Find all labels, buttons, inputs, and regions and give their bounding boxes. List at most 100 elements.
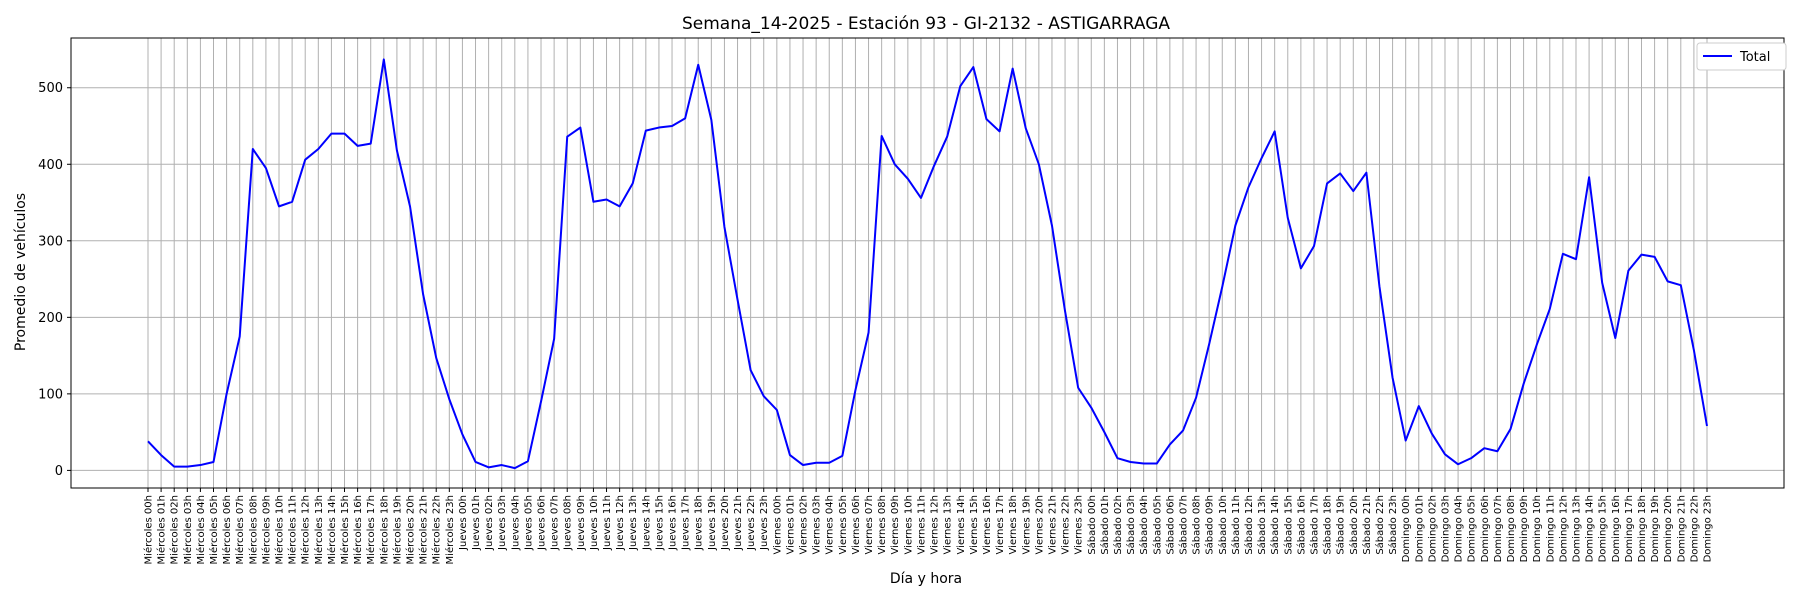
x-tick-label: Sábado 20h bbox=[1348, 495, 1360, 555]
x-tick-label: Jueves 22h bbox=[746, 495, 757, 551]
y-tick-label: 500 bbox=[38, 81, 63, 96]
plot-frame bbox=[70, 37, 1785, 489]
x-tick-label: Jueves 07h bbox=[550, 495, 561, 551]
chart-title: Semana_14-2025 - Estación 93 - GI-2132 -… bbox=[682, 14, 1170, 34]
x-tick-label: Jueves 20h bbox=[720, 495, 731, 551]
x-tick-label: Viernes 20h bbox=[1034, 495, 1045, 554]
x-tick-label: Jueves 19h bbox=[707, 495, 718, 551]
x-tick-label: Domingo 20h bbox=[1663, 495, 1674, 562]
x-tick-label: Miércoles 14h bbox=[326, 495, 338, 564]
x-tick-label: Viernes 18h bbox=[1008, 495, 1019, 554]
x-tick-label: Domingo 19h bbox=[1650, 495, 1661, 562]
x-tick-label: Jueves 12h bbox=[615, 495, 626, 551]
x-tick-label: Miércoles 07h bbox=[234, 495, 246, 564]
x-tick-label: Sábado 13h bbox=[1256, 495, 1268, 555]
x-tick-label: Domingo 22h bbox=[1689, 495, 1700, 562]
legend-label-total: Total bbox=[1739, 50, 1770, 65]
x-tick-label: Domingo 16h bbox=[1611, 495, 1622, 562]
x-tick-label: Sábado 23h bbox=[1387, 495, 1399, 555]
x-tick-label: Viernes 07h bbox=[864, 495, 875, 554]
x-tick-label: Sábado 01h bbox=[1099, 495, 1111, 555]
x-tick-label: Jueves 18h bbox=[694, 495, 705, 551]
x-tick-label: Sábado 07h bbox=[1177, 495, 1189, 555]
x-tick-label: Sábado 03h bbox=[1125, 495, 1137, 555]
x-tick-label: Domingo 06h bbox=[1480, 495, 1491, 562]
series-line-total bbox=[147, 58, 1708, 470]
x-tick-label: Viernes 17h bbox=[995, 495, 1006, 554]
x-tick-label: Miércoles 01h bbox=[156, 495, 168, 564]
y-tick-label: 300 bbox=[38, 234, 63, 249]
x-tick-label: Domingo 17h bbox=[1624, 495, 1635, 562]
x-tick-label: Domingo 10h bbox=[1532, 495, 1543, 562]
x-tick-label: Viernes 12h bbox=[930, 495, 941, 554]
x-tick-label: Domingo 05h bbox=[1467, 495, 1478, 562]
x-tick-label: Domingo 03h bbox=[1440, 495, 1451, 562]
x-tick-label: Sábado 12h bbox=[1243, 495, 1255, 555]
x-tick-label: Viernes 00h bbox=[772, 495, 783, 554]
x-tick-label: Viernes 06h bbox=[851, 495, 862, 554]
x-tick-label: Miércoles 05h bbox=[208, 495, 220, 564]
x-tick-label: Sábado 22h bbox=[1374, 495, 1386, 555]
x-tick-label: Jueves 14h bbox=[641, 495, 652, 551]
x-tick-label: Domingo 00h bbox=[1401, 495, 1412, 562]
series-line-layer bbox=[147, 58, 1708, 470]
x-tick-label: Viernes 04h bbox=[825, 495, 836, 554]
x-tick-label: Jueves 15h bbox=[654, 495, 665, 551]
x-axis: Miércoles 00h Miércoles 01h Miércoles 02h M… bbox=[143, 488, 1714, 564]
x-tick-label: Viernes 02h bbox=[799, 495, 810, 554]
x-tick-label: Jueves 16h bbox=[668, 495, 679, 551]
x-tick-label: Sábado 11h bbox=[1230, 495, 1242, 555]
x-tick-label: Miércoles 23h bbox=[444, 495, 456, 564]
x-tick-label: Miércoles 13h bbox=[313, 495, 325, 564]
x-tick-label: Viernes 08h bbox=[877, 495, 888, 554]
x-tick-label: Viernes 05h bbox=[838, 495, 849, 554]
y-tick-label: 100 bbox=[38, 387, 63, 402]
x-tick-label: Miércoles 12h bbox=[300, 495, 312, 564]
y-tick-label: 200 bbox=[38, 311, 63, 326]
x-tick-label: Jueves 11h bbox=[602, 495, 613, 551]
x-tick-label: Jueves 02h bbox=[484, 495, 495, 551]
x-tick-label: Jueves 09h bbox=[576, 495, 587, 551]
x-tick-label: Jueves 01h bbox=[471, 495, 482, 551]
x-tick-label: Jueves 08h bbox=[563, 495, 574, 551]
x-tick-label: Viernes 14h bbox=[956, 495, 967, 554]
x-tick-label: Domingo 14h bbox=[1585, 495, 1596, 562]
grid bbox=[71, 38, 1784, 488]
x-tick-label: Domingo 07h bbox=[1493, 495, 1504, 562]
x-tick-label: Miércoles 17h bbox=[365, 495, 377, 564]
x-tick-label: Sábado 08h bbox=[1191, 495, 1203, 555]
x-tick-label: Sábado 19h bbox=[1335, 495, 1347, 555]
x-tick-label: Jueves 05h bbox=[523, 495, 534, 551]
x-tick-label: Miércoles 06h bbox=[221, 495, 233, 564]
y-axis: 0 100 200 300 400 500 bbox=[38, 81, 71, 479]
x-tick-label: Miércoles 09h bbox=[260, 495, 272, 564]
x-tick-label: Miércoles 11h bbox=[287, 495, 299, 564]
x-tick-label: Miércoles 10h bbox=[274, 495, 286, 564]
x-tick-label: Domingo 02h bbox=[1427, 495, 1438, 562]
x-tick-label: Viernes 09h bbox=[890, 495, 901, 554]
x-tick-label: Domingo 13h bbox=[1571, 495, 1582, 562]
x-axis-label: Día y hora bbox=[890, 571, 962, 587]
x-tick-label: Sábado 10h bbox=[1217, 495, 1229, 555]
x-tick-label: Domingo 12h bbox=[1558, 495, 1569, 562]
x-tick-label: Miércoles 21h bbox=[418, 495, 430, 564]
x-tick-label: Sábado 05h bbox=[1151, 495, 1163, 555]
x-tick-label: Jueves 21h bbox=[733, 495, 744, 551]
x-tick-label: Jueves 13h bbox=[628, 495, 639, 551]
x-tick-label: Domingo 08h bbox=[1506, 495, 1517, 562]
x-tick-label: Viernes 15h bbox=[969, 495, 980, 554]
x-tick-label: Jueves 00h bbox=[458, 495, 469, 551]
x-tick-label: Sábado 15h bbox=[1282, 495, 1294, 555]
x-tick-label: Miércoles 04h bbox=[195, 495, 207, 564]
x-tick-label: Viernes 03h bbox=[812, 495, 823, 554]
x-tick-label: Miércoles 03h bbox=[182, 495, 194, 564]
x-tick-label: Viernes 21h bbox=[1047, 495, 1058, 554]
x-tick-label: Sábado 04h bbox=[1138, 495, 1150, 555]
x-tick-label: Jueves 17h bbox=[681, 495, 692, 551]
x-tick-label: Miércoles 16h bbox=[352, 495, 364, 564]
x-tick-label: Domingo 11h bbox=[1545, 495, 1556, 562]
x-tick-label: Domingo 15h bbox=[1598, 495, 1609, 562]
x-tick-label: Viernes 11h bbox=[916, 495, 927, 554]
